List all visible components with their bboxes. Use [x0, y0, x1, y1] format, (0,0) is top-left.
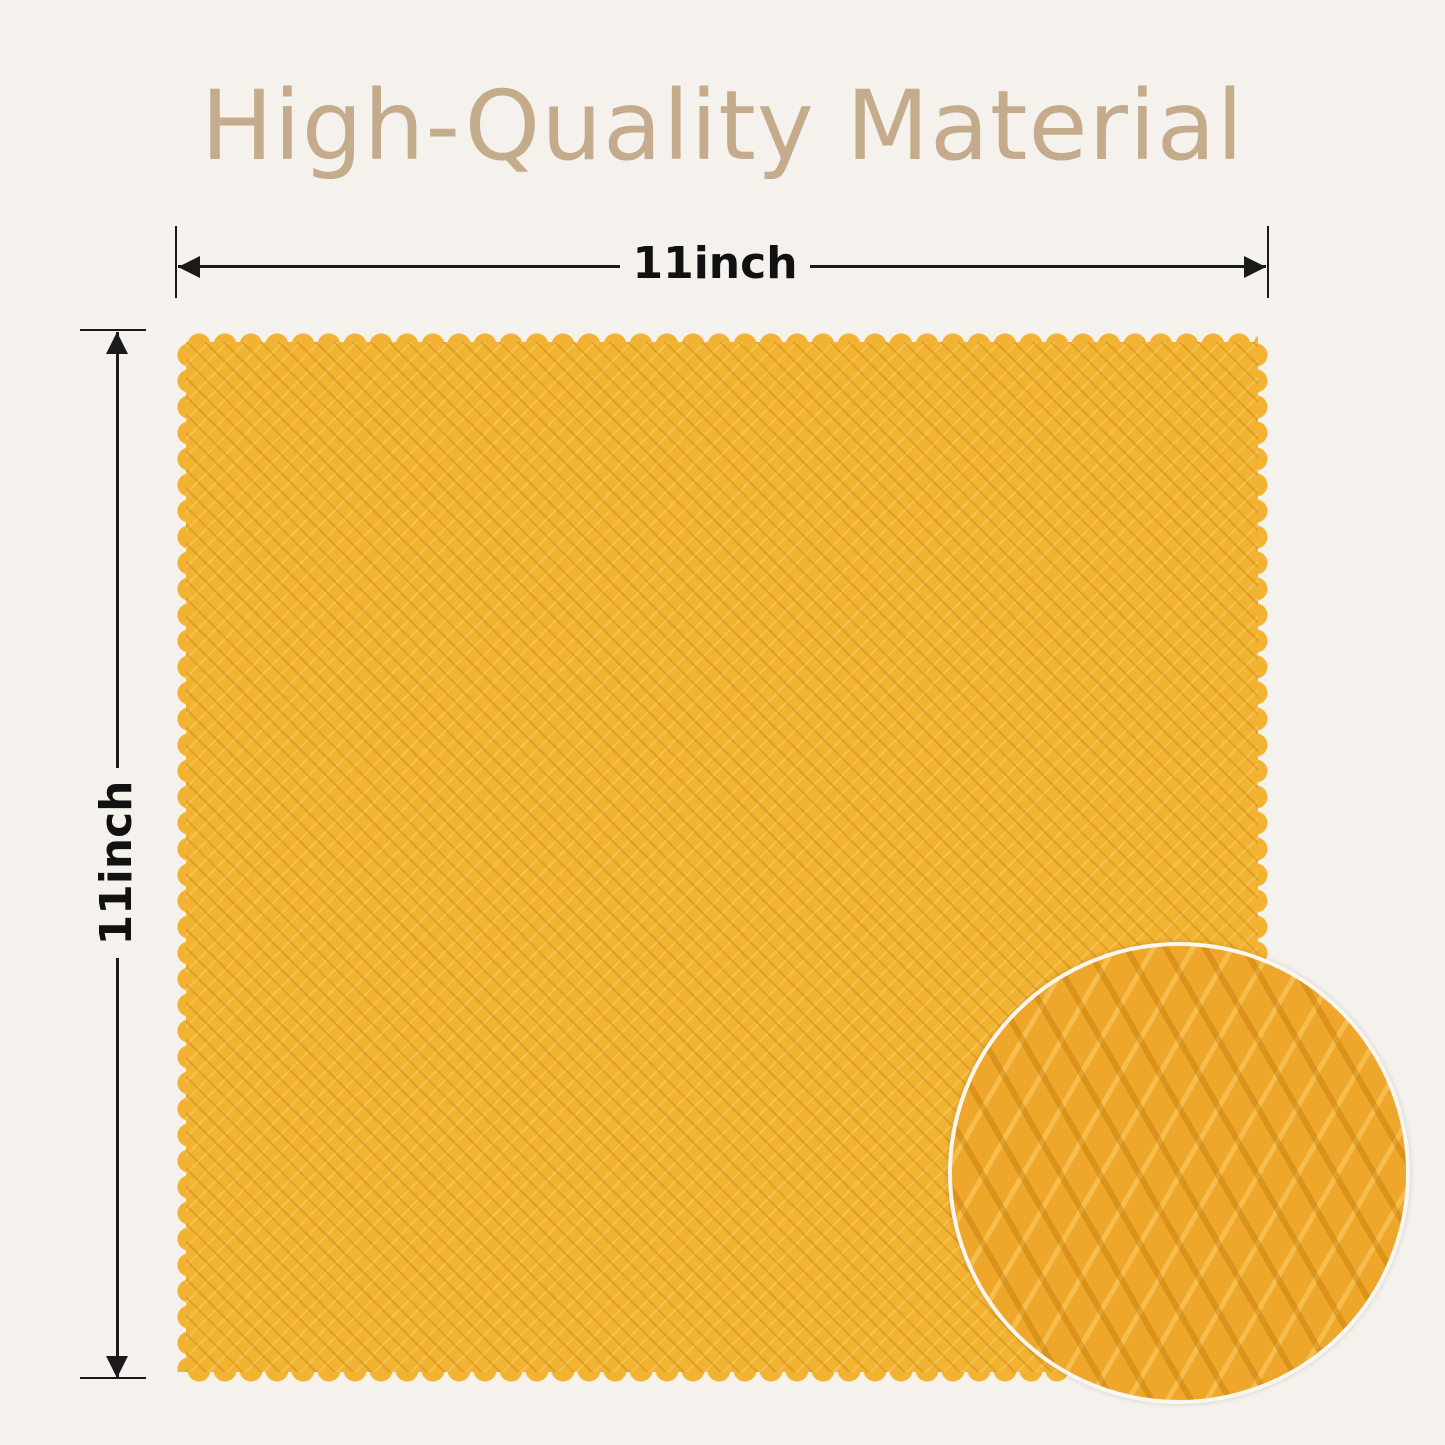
width-tick-left: [175, 226, 177, 298]
height-tick-top: [80, 329, 146, 331]
arrow-down-icon: [106, 1356, 128, 1378]
cloth-edge-top: [186, 332, 1258, 344]
cloth-edge-bottom: [186, 1370, 1258, 1382]
height-label: 11inch: [91, 768, 142, 958]
width-label: 11inch: [620, 238, 810, 289]
headline: High-Quality Material: [200, 70, 1245, 182]
arrow-up-icon: [106, 332, 128, 354]
cloth-edge-left: [176, 342, 188, 1372]
arrow-left-icon: [178, 256, 200, 278]
arrow-right-icon: [1244, 256, 1266, 278]
height-tick-bottom: [80, 1377, 146, 1379]
width-tick-right: [1267, 226, 1269, 298]
texture-closeup: [948, 942, 1410, 1404]
